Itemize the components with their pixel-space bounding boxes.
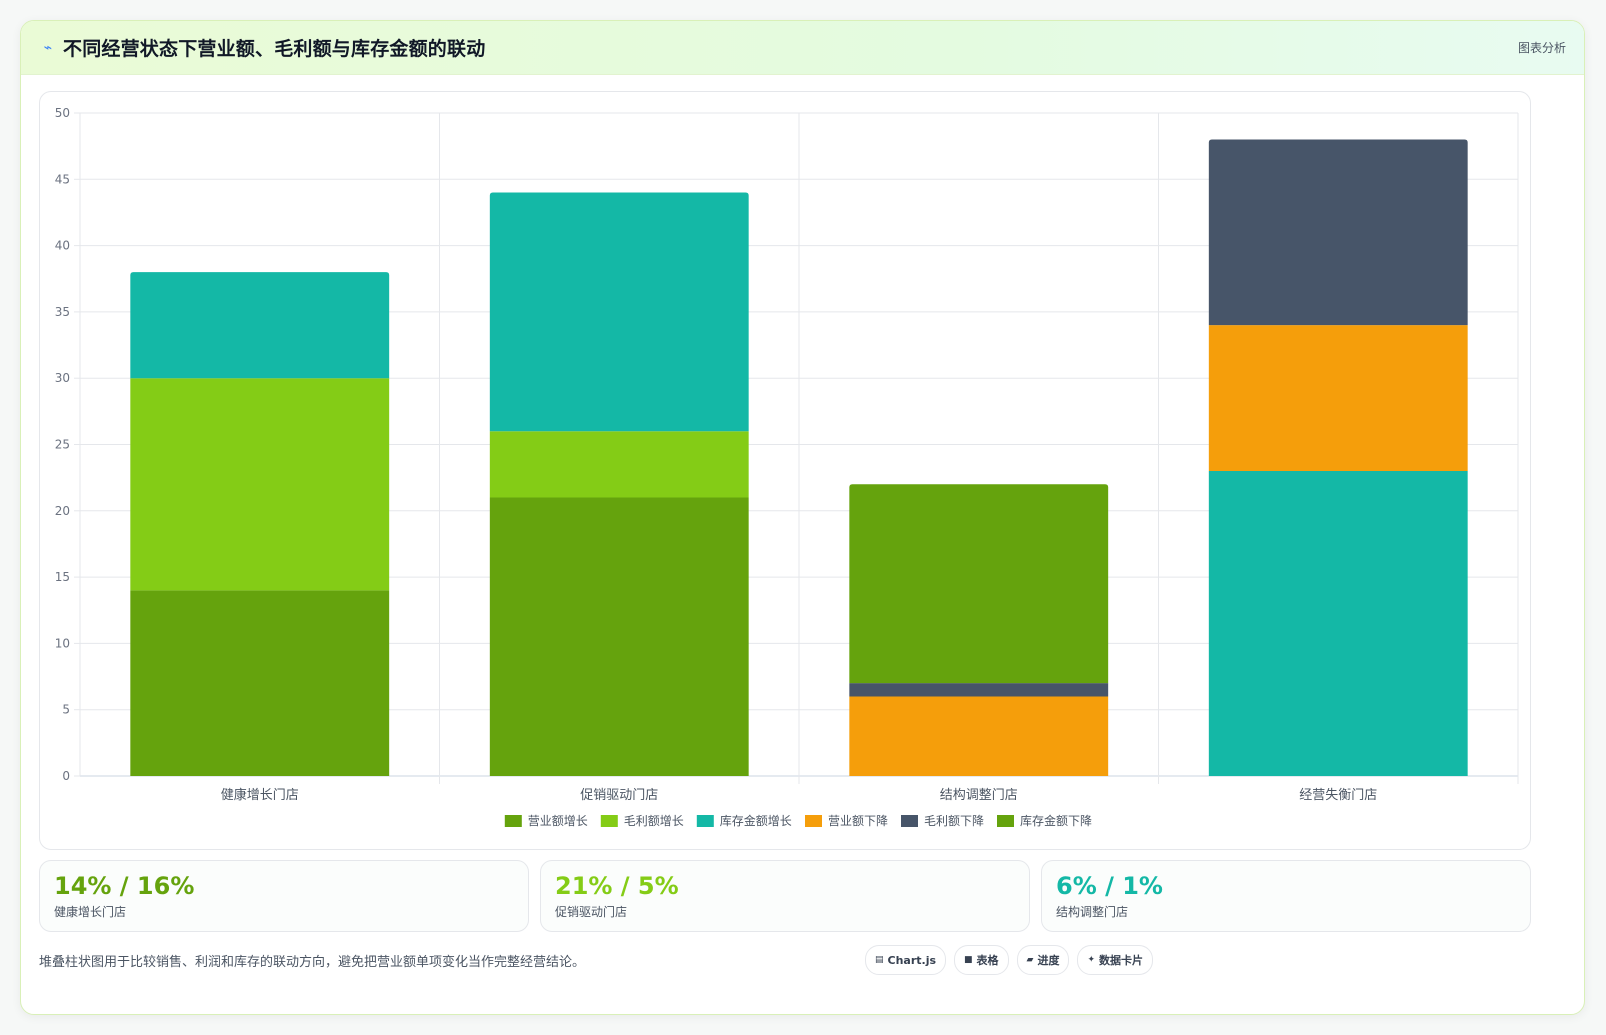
stat-label: 促销驱动门店 (555, 905, 628, 919)
legend-label: 营业额下降 (828, 814, 888, 828)
chart-card: ⌁ 不同经营状态下营业额、毛利额与库存金额的联动 图表分析 0 5 10 15 20 25… (20, 20, 1585, 1015)
bar-segment (130, 590, 390, 776)
bar-segment (849, 484, 1109, 684)
footer-note: 堆叠柱状图用于比较销售、利润和库存的联动方向，避免把营业额单项变化当作完整经营结… (39, 954, 586, 970)
bar-segment (130, 378, 390, 591)
y-tick-label: 50 (55, 106, 70, 120)
category-label: 促销驱动门店 (580, 788, 658, 803)
pulse-icon: ⌁ (43, 39, 53, 56)
legend-label: 毛利额增长 (624, 814, 684, 828)
y-tick-label: 0 (62, 769, 70, 783)
legend-swatch (997, 815, 1014, 827)
legend-label: 库存金额增长 (720, 813, 792, 828)
stat-label: 结构调整门店 (1056, 905, 1129, 919)
legend-swatch (600, 815, 618, 827)
bar-segment (1208, 139, 1468, 326)
chip-label: 数据卡片 (1099, 954, 1144, 967)
y-tick-label: 15 (55, 570, 70, 584)
y-tick-label: 25 (55, 438, 70, 452)
bar-segment (1208, 325, 1468, 472)
chip-table[interactable]: ■ 表格 (954, 945, 1009, 975)
stats-row: 14% / 16% 健康增长门店 21% / 5% 促销驱动门店 6% / 1%… (39, 860, 1531, 932)
y-tick-label: 40 (55, 239, 70, 253)
chip-progress[interactable]: ▰ 进度 (1016, 945, 1070, 975)
bar-segment (1208, 471, 1468, 776)
chip-data-card[interactable]: ✦ 数据卡片 (1077, 945, 1154, 975)
bar-segment (489, 431, 749, 498)
bar-segment (849, 696, 1109, 776)
bar-segment (489, 497, 749, 776)
legend-label: 毛利额下降 (924, 814, 984, 828)
category-label: 结构调整门店 (940, 788, 1018, 803)
chip-label: 进度 (1037, 954, 1060, 967)
table-icon: ■ (964, 955, 973, 965)
chart-icon: ▤ (875, 955, 884, 965)
footer: 堆叠柱状图用于比较销售、利润和库存的联动方向，避免把营业额单项变化当作完整经营结… (39, 942, 1531, 978)
card-header: ⌁ 不同经营状态下营业额、毛利额与库存金额的联动 图表分析 (21, 21, 1584, 75)
y-tick-label: 30 (55, 371, 70, 385)
legend-swatch (805, 815, 822, 827)
legend-swatch (504, 815, 522, 827)
chip-chartjs[interactable]: ▤ Chart.js (865, 945, 947, 975)
legend-swatch (901, 815, 918, 827)
stat-value: 14% / 16% (54, 872, 195, 900)
y-tick-label: 5 (62, 703, 70, 717)
title-wrap: ⌁ 不同经营状态下营业额、毛利额与库存金额的联动 (41, 34, 485, 61)
y-tick-label: 35 (55, 305, 70, 319)
stat-card: 6% / 1% 结构调整门店 (1041, 860, 1531, 932)
legend-swatch (696, 815, 714, 827)
stat-label: 健康增长门店 (54, 905, 127, 919)
card-title: 不同经营状态下营业额、毛利额与库存金额的联动 (63, 38, 486, 60)
stat-value: 21% / 5% (555, 872, 679, 900)
progress-icon: ▰ (1026, 955, 1034, 965)
legend-label: 营业额增长 (528, 814, 588, 828)
stat-card: 14% / 16% 健康增长门店 (39, 860, 529, 932)
bar-segment (130, 272, 390, 379)
stacked-bar-chart: 0 5 10 15 20 25 30 35 40 45 50 健康增长门店 促销驱动门店 结构调整门店 经营… (55, 106, 1519, 828)
y-tick-label: 45 (55, 172, 70, 186)
chip-group: ▤ Chart.js ■ 表格 ▰ 进度 ✦ 数据卡片 (865, 945, 1154, 975)
bar-segment (849, 683, 1109, 697)
y-tick-label: 20 (55, 504, 70, 518)
stat-value: 6% / 1% (1056, 872, 1163, 900)
stat-card: 21% / 5% 促销驱动门店 (540, 860, 1030, 932)
bar-segment (489, 192, 749, 432)
legend-label: 库存金额下降 (1020, 813, 1092, 828)
chip-label: 表格 (976, 954, 999, 967)
header-tag: 图表分析 (1517, 41, 1566, 55)
category-label: 健康增长门店 (221, 787, 299, 803)
sparkle-icon: ✦ (1087, 955, 1096, 965)
y-tick-label: 10 (55, 636, 70, 650)
chart-container: 0 5 10 15 20 25 30 35 40 45 50 健康增长门店 促销驱动门店 结构调整门店 经营… (39, 91, 1531, 850)
category-label: 经营失衡门店 (1299, 788, 1377, 803)
chip-label: Chart.js (887, 953, 937, 967)
